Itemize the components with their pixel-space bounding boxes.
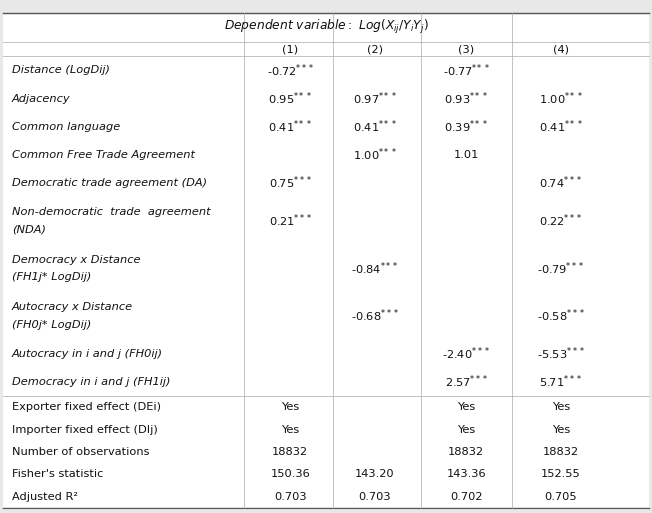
Text: 143.20: 143.20 xyxy=(355,469,394,479)
Text: 0.21$^{***}$: 0.21$^{***}$ xyxy=(269,212,312,229)
Text: Yes: Yes xyxy=(457,425,475,435)
Text: Non-democratic  trade  agreement: Non-democratic trade agreement xyxy=(12,207,211,217)
Text: (FH0j* LogDij): (FH0j* LogDij) xyxy=(12,320,91,330)
Text: Yes: Yes xyxy=(281,425,299,435)
Text: 18832: 18832 xyxy=(542,447,579,457)
Text: (2): (2) xyxy=(367,44,383,54)
Text: 18832: 18832 xyxy=(272,447,308,457)
Text: Fisher's statistic: Fisher's statistic xyxy=(12,469,103,479)
Text: Yes: Yes xyxy=(281,402,299,412)
Text: 0.93$^{***}$: 0.93$^{***}$ xyxy=(444,90,488,107)
Text: 0.41$^{***}$: 0.41$^{***}$ xyxy=(268,119,312,135)
Text: 0.702: 0.702 xyxy=(450,491,482,502)
Text: Number of observations: Number of observations xyxy=(12,447,149,457)
Text: (NDA): (NDA) xyxy=(12,224,46,234)
Text: Autocracy in i and j (FH0ij): Autocracy in i and j (FH0ij) xyxy=(12,349,163,359)
Text: -0.68$^{***}$: -0.68$^{***}$ xyxy=(351,308,399,324)
Text: 152.55: 152.55 xyxy=(541,469,580,479)
Text: -0.58$^{***}$: -0.58$^{***}$ xyxy=(537,308,585,324)
Text: Democracy x Distance: Democracy x Distance xyxy=(12,254,140,265)
Text: -0.77$^{***}$: -0.77$^{***}$ xyxy=(443,62,490,79)
Text: Importer fixed effect (DIj): Importer fixed effect (DIj) xyxy=(12,425,158,435)
Text: 150.36: 150.36 xyxy=(271,469,310,479)
Text: 0.41$^{***}$: 0.41$^{***}$ xyxy=(353,119,397,135)
Text: 5.71$^{***}$: 5.71$^{***}$ xyxy=(539,373,582,390)
Text: 143.36: 143.36 xyxy=(447,469,486,479)
Text: Common Free Trade Agreement: Common Free Trade Agreement xyxy=(12,150,195,160)
Text: 0.41$^{***}$: 0.41$^{***}$ xyxy=(539,119,583,135)
Text: (3): (3) xyxy=(458,44,474,54)
Text: Common language: Common language xyxy=(12,122,120,132)
Text: (FH1j* LogDij): (FH1j* LogDij) xyxy=(12,272,91,282)
Text: Adjusted R²: Adjusted R² xyxy=(12,491,78,502)
Text: Distance (LogDij): Distance (LogDij) xyxy=(12,66,110,75)
Text: -0.84$^{***}$: -0.84$^{***}$ xyxy=(351,260,399,277)
Text: Yes: Yes xyxy=(552,425,570,435)
Text: 0.22$^{***}$: 0.22$^{***}$ xyxy=(539,212,582,229)
Text: 0.705: 0.705 xyxy=(544,491,577,502)
Text: Adjacency: Adjacency xyxy=(12,93,70,104)
Text: Autocracy x Distance: Autocracy x Distance xyxy=(12,302,133,312)
Text: 0.39$^{***}$: 0.39$^{***}$ xyxy=(444,119,488,135)
Text: 18832: 18832 xyxy=(448,447,484,457)
Text: -0.79$^{***}$: -0.79$^{***}$ xyxy=(537,260,584,277)
Text: 0.74$^{***}$: 0.74$^{***}$ xyxy=(539,174,582,191)
Text: $\it{Dependent\ variable:\ Log(X_{ij}/Y_iY_j)}$: $\it{Dependent\ variable:\ Log(X_{ij}/Y_… xyxy=(224,17,428,36)
Text: Yes: Yes xyxy=(457,402,475,412)
Text: 0.703: 0.703 xyxy=(359,491,391,502)
Text: (1): (1) xyxy=(282,44,298,54)
Text: Democratic trade agreement (DA): Democratic trade agreement (DA) xyxy=(12,177,207,188)
Text: 2.57$^{***}$: 2.57$^{***}$ xyxy=(445,373,488,390)
Text: 0.97$^{***}$: 0.97$^{***}$ xyxy=(353,90,397,107)
Text: -2.40$^{***}$: -2.40$^{***}$ xyxy=(442,346,490,362)
Text: (4): (4) xyxy=(553,44,569,54)
Text: -5.53$^{***}$: -5.53$^{***}$ xyxy=(537,346,585,362)
Text: Yes: Yes xyxy=(552,402,570,412)
Text: 1.00$^{***}$: 1.00$^{***}$ xyxy=(539,90,583,107)
Text: -0.72$^{***}$: -0.72$^{***}$ xyxy=(267,62,314,79)
Text: 0.75$^{***}$: 0.75$^{***}$ xyxy=(269,174,312,191)
Text: Exporter fixed effect (DEi): Exporter fixed effect (DEi) xyxy=(12,402,161,412)
Text: 0.703: 0.703 xyxy=(274,491,306,502)
Text: 0.95$^{***}$: 0.95$^{***}$ xyxy=(268,90,312,107)
Text: 1.01: 1.01 xyxy=(454,150,479,160)
Text: Democracy in i and j (FH1ij): Democracy in i and j (FH1ij) xyxy=(12,377,170,387)
FancyBboxPatch shape xyxy=(3,13,649,510)
Text: 1.00$^{***}$: 1.00$^{***}$ xyxy=(353,146,397,163)
